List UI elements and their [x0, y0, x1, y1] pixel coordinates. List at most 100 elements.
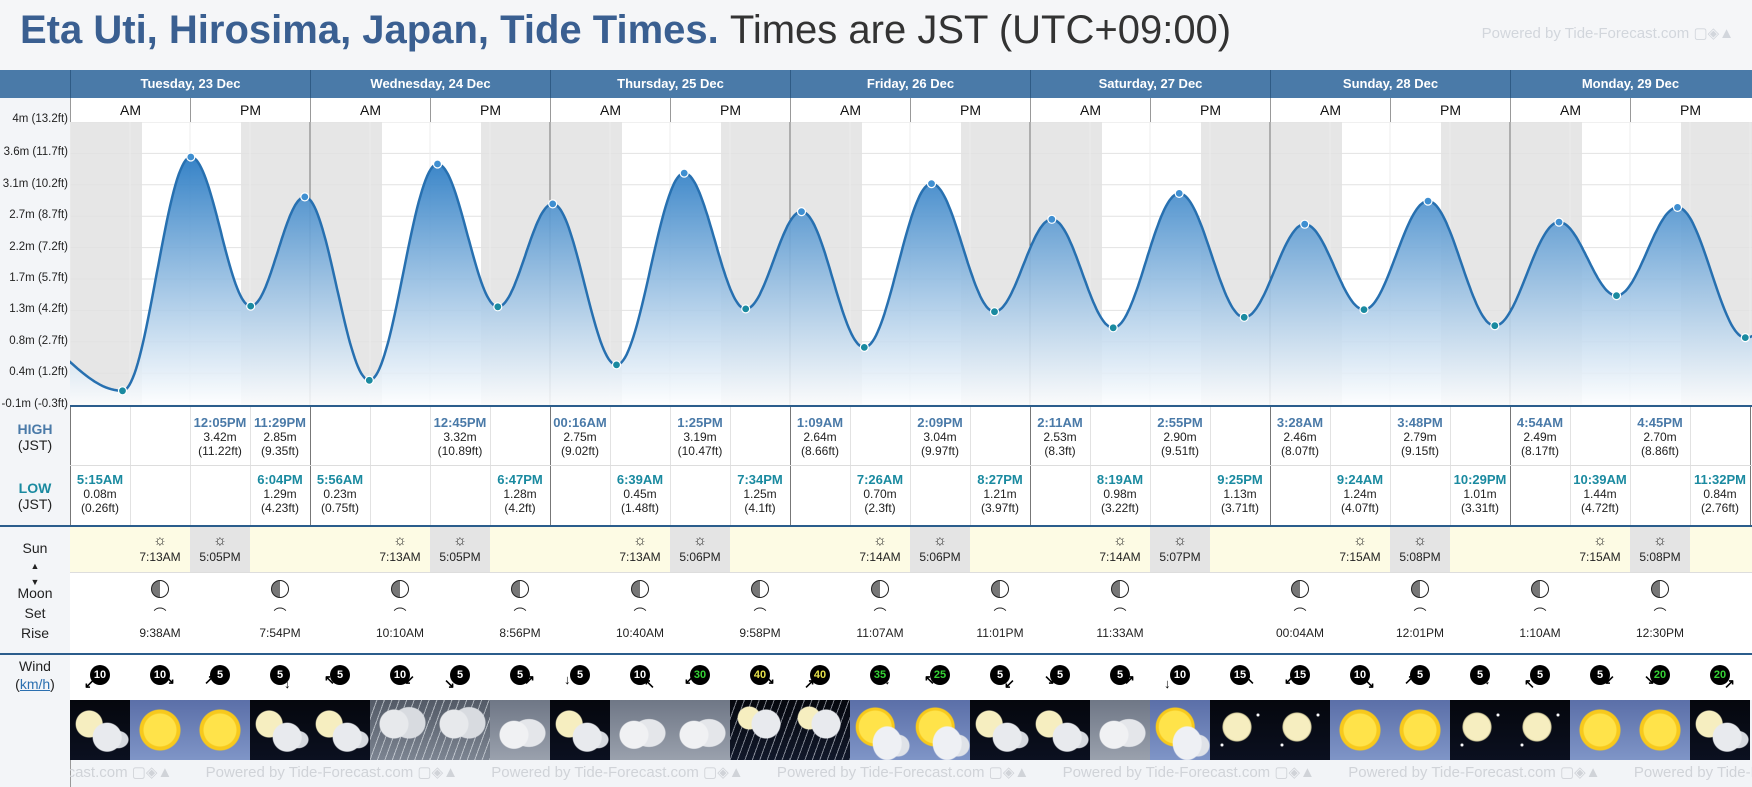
- wind-direction-icon: ↗: [1404, 672, 1415, 686]
- column-divider: [1030, 407, 1031, 525]
- moon-time: 9:58PM: [739, 626, 781, 640]
- high-time: 11:29PM: [253, 415, 307, 430]
- high-height-ft: (9.35ft): [260, 444, 299, 458]
- high-time: 12:45PM: [433, 415, 487, 430]
- wind-speed-badge: 15: [1290, 665, 1310, 685]
- sunrise-cell: ☼ 7:15AM: [1330, 532, 1390, 564]
- sunrise-time: 7:13AM: [379, 550, 421, 564]
- sunset-cell: ☼ 5:08PM: [1390, 532, 1450, 564]
- weather-sun-icon: [1570, 700, 1630, 760]
- high-tide-cell: 12:05PM 3.42m (11.22ft): [190, 416, 250, 459]
- high-tide-point: [796, 206, 807, 217]
- sunset-cell: ☼ 5:05PM: [190, 532, 250, 564]
- sunrise-time: 7:14AM: [859, 550, 901, 564]
- moon-set-rise-icon: ⌒: [273, 607, 287, 622]
- am-label: AM: [1030, 98, 1150, 122]
- wind-speed-badge: 5: [210, 665, 230, 685]
- high-tide-point: [1047, 214, 1057, 224]
- sunset-time: 5:05PM: [199, 550, 241, 564]
- moon-set-rise-icon: ⌒: [633, 607, 647, 622]
- weather-night-cloud-icon: [1030, 700, 1090, 760]
- y-tick-label: 0.8m (2.7ft): [9, 334, 68, 347]
- moon-set-rise-icon: ⌒: [1533, 607, 1547, 622]
- low-height-ft: (4.1ft): [744, 501, 776, 515]
- column-divider: [1270, 407, 1271, 525]
- high-tide-cell: 2:09PM 3.04m (9.97ft): [910, 416, 970, 459]
- column-divider: [1390, 407, 1391, 525]
- moon-time: 12:01PM: [1395, 626, 1445, 640]
- wind-speed-badge: 5: [450, 665, 470, 685]
- column-divider: [1510, 407, 1511, 525]
- low-tide-point: [859, 342, 869, 352]
- y-tick-label: 4m (13.2ft): [12, 113, 68, 125]
- pm-label: PM: [670, 98, 790, 122]
- wind-speed-badge: 5: [510, 665, 530, 685]
- column-divider: [1210, 407, 1211, 525]
- moon-label: Moon Set Rise: [17, 585, 53, 641]
- high-height-ft: (8.07ft): [1280, 444, 1319, 458]
- wind-speed-badge: 10: [1350, 665, 1370, 685]
- low-tide-cell: 8:27PM 1.21m (3.97ft): [970, 473, 1030, 516]
- wind-speed-badge: 25: [930, 665, 950, 685]
- weather-night-clear-icon: [1450, 700, 1510, 760]
- low-tide-point: [741, 304, 751, 314]
- high-tide-cell: 4:54AM 2.49m (8.17ft): [1510, 416, 1570, 459]
- high-height-ft: (8.3ft): [1044, 444, 1076, 458]
- logo-icon: ▢◈▲: [1693, 25, 1734, 42]
- column-divider: [730, 407, 731, 525]
- high-height-ft: (9.02ft): [560, 444, 599, 458]
- y-tick-label: -0.1m (-0.3ft): [1, 397, 68, 410]
- high-tide-point: [186, 152, 196, 162]
- wind-direction-icon: ↘: [1044, 672, 1055, 686]
- pm-label: PM: [910, 98, 1030, 122]
- moon-cell: ⌒ 10:10AM: [370, 580, 430, 640]
- moon-phase-icon: [1531, 580, 1549, 598]
- wind-speed-badge: 5: [1590, 665, 1610, 685]
- sunset-icon: ☼: [693, 532, 707, 549]
- wind-unit-link[interactable]: km/h: [19, 676, 51, 692]
- high-height-ft: (10.47ft): [677, 444, 723, 458]
- weather-night-cloud-icon: [970, 700, 1030, 760]
- weather-sun-icon: [1330, 700, 1390, 760]
- high-height-m: 3.19m: [683, 430, 717, 444]
- sunset-cell: ☼ 5:06PM: [910, 532, 970, 564]
- column-divider: [1750, 407, 1751, 525]
- pm-label: PM: [190, 98, 310, 122]
- wind-direction-icon: ↖: [644, 676, 655, 690]
- low-height-ft: (0.75ft): [320, 501, 359, 515]
- sunrise-icon: ☼: [153, 532, 167, 549]
- wind-direction-icon: ↓: [564, 672, 571, 686]
- weather-sun-icon: [1630, 700, 1690, 760]
- moon-phase-icon: [991, 580, 1009, 598]
- am-label: AM: [310, 98, 430, 122]
- sunrise-time: 7:15AM: [1339, 550, 1381, 564]
- low-height-ft: (3.31ft): [1460, 501, 1499, 515]
- moon-cell: ⌒ 9:58PM: [730, 580, 790, 640]
- low-height-ft: (0.26ft): [80, 501, 119, 515]
- wind-speed-badge: 5: [1050, 665, 1070, 685]
- low-time: 6:47PM: [497, 472, 543, 487]
- high-tide-cell: 1:25PM 3.19m (10.47ft): [670, 416, 730, 459]
- low-height-ft: (2.3ft): [864, 501, 896, 515]
- am-label: AM: [790, 98, 910, 122]
- wind-direction-icon: ↙: [84, 676, 95, 690]
- weather-night-clear-icon: [1270, 700, 1330, 760]
- sunrise-icon: ☼: [393, 532, 407, 549]
- high-tide-point: [548, 199, 558, 209]
- high-height-ft: (9.97ft): [920, 444, 959, 458]
- moon-cell: ⌒ 12:01PM: [1390, 580, 1450, 640]
- wind-direction-icon: ↖: [324, 672, 335, 686]
- weather-rain-icon: [370, 700, 430, 760]
- wind-direction-icon: ↙: [1604, 672, 1615, 686]
- sunrise-cell: ☼ 7:14AM: [1090, 532, 1150, 564]
- high-tide-cell: 1:09AM 2.64m (8.66ft): [790, 416, 850, 459]
- high-tide-cell: 12:45PM 3.32m (10.89ft): [430, 415, 490, 459]
- wind-direction-icon: ↙: [404, 672, 415, 686]
- moon-cell: ⌒ 11:01PM: [970, 580, 1030, 640]
- sunset-cell: ☼ 5:05PM: [430, 532, 490, 564]
- wind-direction-icon: ↗: [804, 676, 815, 690]
- high-tide-cell: 11:29PM 2.85m (9.35ft): [250, 415, 310, 459]
- wind-direction-icon: ↘: [444, 676, 455, 690]
- am-label: AM: [70, 98, 190, 122]
- moon-time: 12:30PM: [1635, 626, 1685, 640]
